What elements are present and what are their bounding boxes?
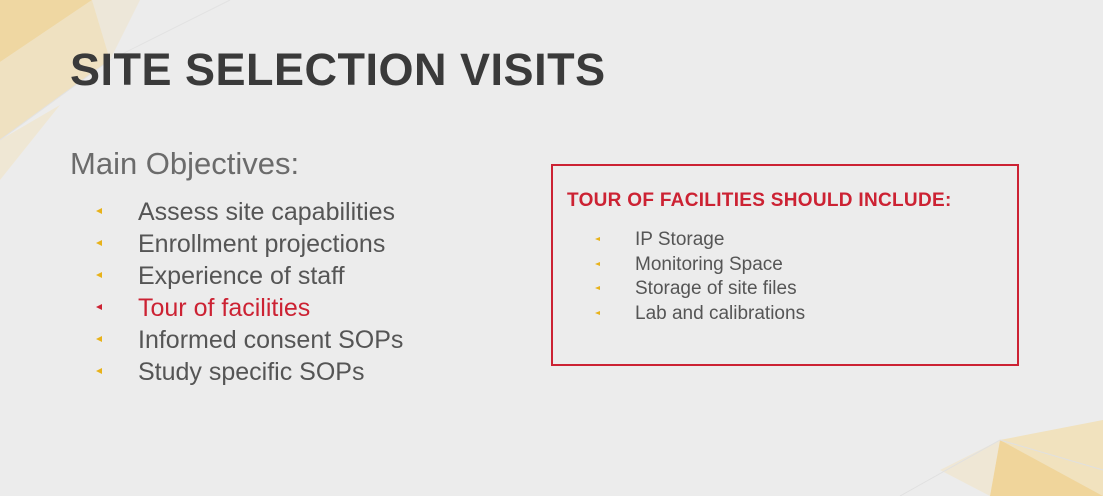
bullet-icon (96, 272, 102, 278)
bullet-icon (595, 310, 600, 315)
bottom-right-line (899, 439, 1103, 496)
objective-text: Informed consent SOPs (138, 326, 404, 354)
bullet-icon (595, 286, 600, 290)
objective-text: Experience of staff (138, 262, 345, 290)
bullet-icon (96, 208, 102, 214)
bullet-icon (96, 304, 102, 310)
objective-item: Assess site capabilities (94, 196, 403, 228)
bullet-icon (96, 336, 102, 342)
objective-item: Experience of staff (94, 260, 403, 292)
top-left-line (0, 0, 231, 141)
objective-item-highlighted: Tour of facilities (94, 292, 403, 324)
callout-title: TOUR OF FACILITIES SHOULD INCLUDE: (567, 190, 952, 211)
callout-text: Lab and calibrations (635, 302, 806, 324)
facilities-callout-box: TOUR OF FACILITIES SHOULD INCLUDE: IP St… (551, 164, 1019, 366)
callout-list: IP Storage Monitoring Space Storage of s… (593, 228, 805, 326)
objective-item: Enrollment projections (94, 228, 403, 260)
callout-text: IP Storage (635, 229, 725, 250)
callout-item: Lab and calibrations (593, 302, 805, 327)
top-left-gold-fade (0, 105, 60, 180)
slide-title: SITE SELECTION VISITS (70, 44, 606, 95)
objective-text: Assess site capabilities (138, 198, 396, 226)
callout-text: Storage of site files (635, 278, 797, 299)
top-left-light-facet (92, 0, 140, 60)
bottom-right-gold-facet (1000, 420, 1103, 496)
objective-text: Tour of facilities (138, 294, 311, 322)
bottom-right-gold-wedge (990, 440, 1103, 496)
top-left-gold-facet (0, 0, 110, 140)
bullet-icon (96, 240, 102, 246)
bullet-icon (595, 261, 600, 266)
bullet-icon (595, 237, 600, 241)
callout-item: IP Storage (593, 228, 805, 253)
objectives-heading: Main Objectives: (70, 146, 300, 181)
objective-item: Informed consent SOPs (94, 324, 403, 356)
callout-item: Storage of site files (593, 277, 805, 302)
bullet-icon (96, 368, 102, 374)
callout-item: Monitoring Space (593, 253, 805, 278)
objective-text: Study specific SOPs (138, 358, 365, 386)
objective-item: Study specific SOPs (94, 356, 403, 388)
callout-text: Monitoring Space (635, 253, 783, 275)
objective-text: Enrollment projections (138, 230, 386, 258)
top-left-gold-wedge (0, 0, 92, 62)
objectives-list: Assess site capabilities Enrollment proj… (94, 196, 403, 388)
bottom-right-gold-fade (940, 440, 1000, 496)
